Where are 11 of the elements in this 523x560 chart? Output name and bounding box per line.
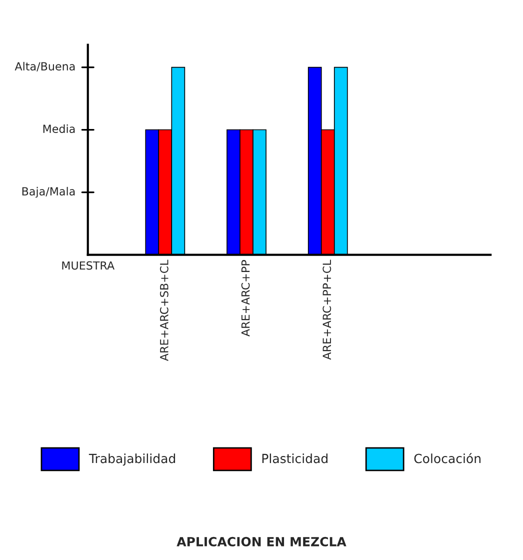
- text: Baja/Mala: [22, 186, 75, 198]
- x-tick-label: ARE+ARC+PP+CL: [322, 260, 332, 360]
- legend-label: Colocación: [414, 453, 480, 464]
- x-tick-label: ARE+ARC+PP: [241, 260, 250, 336]
- x-tick-label: ARE+ARC+SB+CL: [160, 260, 168, 361]
- text: Media: [43, 124, 75, 134]
- x-axis-title: MUESTRA: [62, 261, 114, 270]
- legend-label: Plasticidad: [262, 454, 328, 464]
- text: APLICACION EN MEZCLA: [176, 536, 346, 546]
- text: Alta/Buena: [14, 62, 75, 72]
- legend-label: Trabajabilidad: [88, 454, 176, 466]
